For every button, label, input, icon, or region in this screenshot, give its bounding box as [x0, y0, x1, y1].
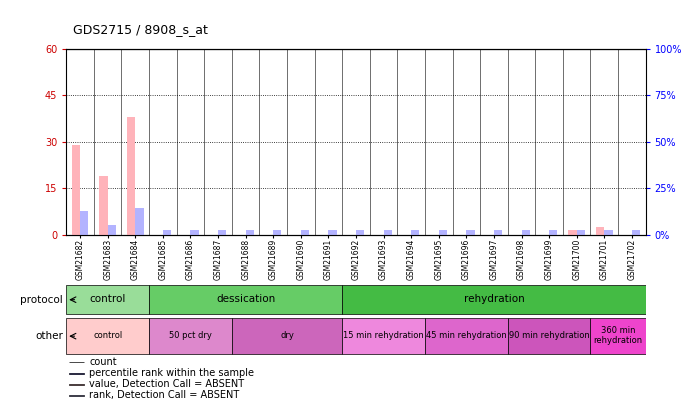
Bar	[494, 230, 502, 235]
Bar	[604, 230, 613, 235]
Text: 50 pct dry: 50 pct dry	[169, 331, 212, 340]
Text: count: count	[89, 357, 117, 367]
Bar	[596, 227, 604, 235]
Bar	[301, 230, 309, 235]
Bar	[591, 318, 646, 354]
Bar	[149, 285, 342, 314]
Bar	[568, 230, 577, 235]
Bar	[577, 230, 585, 235]
Bar	[342, 285, 646, 314]
Bar	[439, 230, 447, 235]
Bar	[80, 211, 89, 235]
Bar	[342, 318, 425, 354]
Bar	[507, 318, 591, 354]
Bar	[72, 145, 80, 235]
Bar	[66, 285, 149, 314]
Text: control: control	[93, 331, 122, 340]
Bar	[107, 225, 116, 235]
Bar	[466, 230, 475, 235]
Bar	[273, 230, 281, 235]
Bar	[356, 230, 364, 235]
Bar	[384, 230, 392, 235]
Text: 90 min rehydration: 90 min rehydration	[509, 331, 590, 340]
Text: 45 min rehydration: 45 min rehydration	[426, 331, 507, 340]
Bar	[191, 230, 199, 235]
Bar	[163, 230, 171, 235]
Bar	[218, 230, 226, 235]
Bar	[632, 230, 640, 235]
Bar	[135, 208, 144, 235]
Bar	[328, 230, 336, 235]
Bar	[549, 230, 558, 235]
Bar	[99, 176, 107, 235]
Bar	[411, 230, 419, 235]
Text: dessication: dessication	[216, 294, 275, 304]
Bar	[66, 318, 149, 354]
Bar	[149, 318, 232, 354]
Text: protocol: protocol	[20, 295, 63, 305]
Text: control: control	[89, 294, 126, 304]
Bar	[69, 384, 84, 385]
Text: 360 min
rehydration: 360 min rehydration	[593, 326, 643, 345]
Bar	[69, 395, 84, 396]
Bar	[521, 230, 530, 235]
Bar	[127, 117, 135, 235]
Text: other: other	[35, 331, 63, 341]
Bar	[246, 230, 254, 235]
Text: dry: dry	[280, 331, 294, 340]
Bar	[425, 318, 507, 354]
Text: rehydration: rehydration	[463, 294, 524, 304]
Bar	[232, 318, 342, 354]
Text: value, Detection Call = ABSENT: value, Detection Call = ABSENT	[89, 379, 244, 389]
Text: rank, Detection Call = ABSENT: rank, Detection Call = ABSENT	[89, 390, 239, 401]
Text: GDS2715 / 8908_s_at: GDS2715 / 8908_s_at	[73, 23, 208, 36]
Text: percentile rank within the sample: percentile rank within the sample	[89, 368, 255, 378]
Text: 15 min rehydration: 15 min rehydration	[343, 331, 424, 340]
